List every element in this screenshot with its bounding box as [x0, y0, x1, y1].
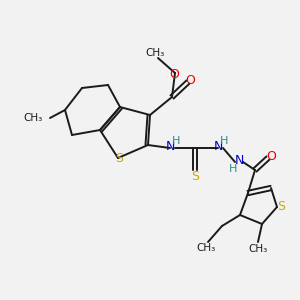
Text: S: S — [115, 152, 123, 166]
Text: N: N — [234, 154, 244, 167]
Text: CH₃: CH₃ — [24, 113, 43, 123]
Text: N: N — [165, 140, 175, 154]
Text: CH₃: CH₃ — [196, 243, 216, 253]
Text: S: S — [191, 169, 199, 182]
Text: O: O — [185, 74, 195, 88]
Text: O: O — [169, 68, 179, 80]
Text: N: N — [213, 140, 223, 154]
Text: CH₃: CH₃ — [248, 244, 268, 254]
Text: S: S — [277, 200, 285, 214]
Text: H: H — [172, 136, 180, 146]
Text: O: O — [266, 149, 276, 163]
Text: CH₃: CH₃ — [146, 48, 165, 58]
Text: H: H — [229, 164, 237, 174]
Text: H: H — [220, 136, 228, 146]
